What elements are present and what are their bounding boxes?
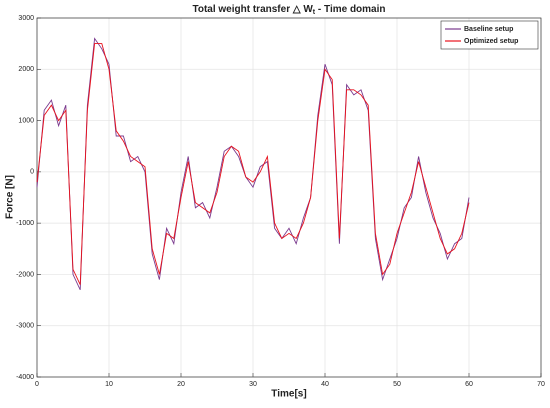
x-tick-label: 0 [35, 381, 39, 388]
y-tick-label: 1000 [18, 117, 34, 124]
title-main: Total weight transfer △ W [192, 4, 313, 15]
plot-frame [36, 17, 542, 378]
legend-box [440, 20, 539, 50]
x-tick-label: 10 [105, 381, 113, 388]
x-tick-label: 50 [393, 381, 401, 388]
x-tick-label: 60 [465, 381, 473, 388]
x-tick-label: 70 [537, 381, 545, 388]
chart-title: Total weight transfer △ Wt - Time domain [192, 4, 385, 16]
y-axis-label: Force [N] [5, 175, 16, 219]
title-suffix: - Time domain [315, 4, 385, 15]
y-tick-label: -1000 [16, 220, 34, 227]
y-tick-label: -4000 [16, 374, 34, 381]
legend-label: Optimized setup [464, 38, 518, 45]
legend-label: Baseline setup [464, 26, 513, 33]
series-line [36, 37, 470, 290]
y-tick-label: 3000 [18, 15, 34, 22]
y-tick-label: -3000 [16, 323, 34, 330]
y-tick-label: -2000 [16, 271, 34, 278]
title-subscript: t [313, 9, 316, 16]
x-tick-label: 20 [177, 381, 185, 388]
y-tick-label: 2000 [18, 66, 34, 73]
series-line [36, 43, 470, 285]
x-tick-label: 40 [321, 381, 329, 388]
x-tick-label: 30 [249, 381, 257, 388]
y-tick-label: 0 [30, 169, 34, 176]
x-axis-label: Time[s] [271, 389, 306, 400]
